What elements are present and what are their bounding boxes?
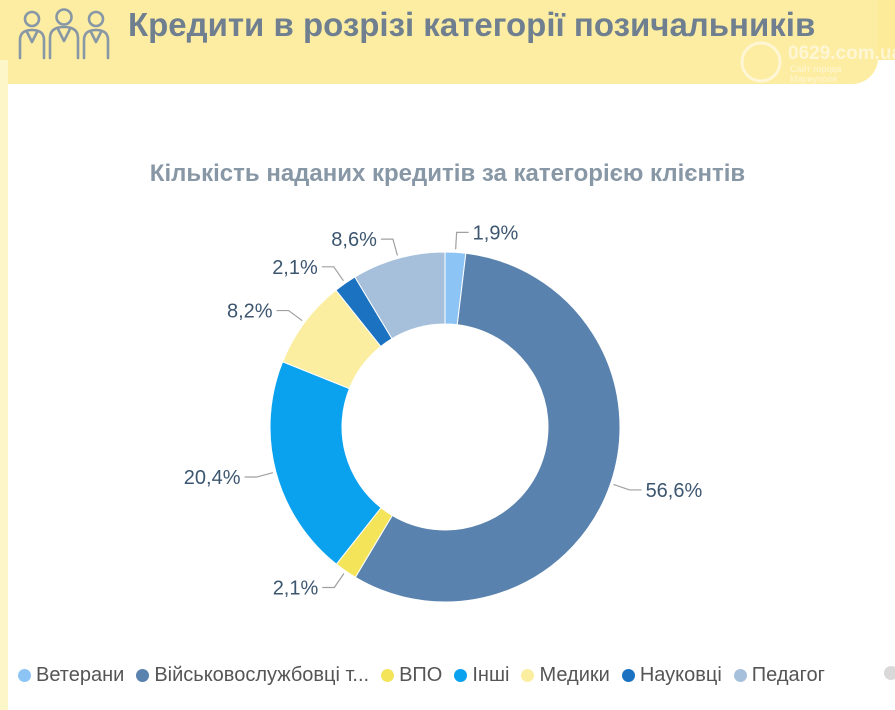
watermark-circle-icon [740, 41, 782, 83]
legend-item-3[interactable]: Інші [454, 664, 509, 687]
data-label-3: 20,4% [184, 467, 241, 489]
legend-marker-icon [381, 669, 395, 682]
legend-item-0[interactable]: Ветерани [18, 664, 124, 687]
watermark-subtext: Сайт города Мариуполя [790, 64, 842, 84]
watermark-text: 0629.com.ua [788, 43, 895, 64]
legend-label: Науковці [639, 664, 722, 686]
legend-marker-icon [621, 669, 635, 682]
legend-marker-icon [136, 669, 150, 682]
legend-marker-icon [18, 669, 31, 682]
legend-marker-icon [733, 669, 747, 682]
leader-line-1 [613, 483, 642, 491]
legend-item-2[interactable]: ВПО [381, 664, 442, 687]
data-label-0: 1,9% [473, 222, 519, 244]
legend-scroll-indicator[interactable] [884, 666, 895, 680]
legend-label: Педагог [751, 664, 825, 686]
legend-item-5[interactable]: Науковці [621, 664, 722, 687]
legend-label: Ветерани [36, 664, 125, 686]
data-label-1: 56,6% [646, 480, 703, 502]
legend-item-4[interactable]: Медики [521, 664, 610, 687]
leader-line-6 [380, 238, 399, 256]
legend-item-6[interactable]: Педагог [733, 664, 825, 687]
leader-line-5 [321, 266, 344, 282]
leader-line-3 [244, 472, 274, 478]
legend-label: Інші [472, 664, 510, 686]
people-group-icon [18, 8, 110, 60]
legend-label: ВПО [399, 664, 443, 686]
slice-6[interactable] [354, 251, 446, 340]
page-title: Кредити в розрізі категорії позичальникі… [128, 6, 816, 43]
legend-marker-icon [521, 669, 535, 682]
leader-line-0 [455, 231, 469, 250]
data-label-5: 2,1% [272, 257, 318, 279]
legend-label: Військовослужбовці т... [154, 664, 370, 686]
watermark-logo: 0629.com.ua Сайт города Мариуполя [738, 40, 895, 84]
data-label-2: 2,1% [273, 578, 319, 600]
header-panel: Кредити в розрізі категорії позичальникі… [0, 0, 895, 84]
left-edge-strip [0, 60, 8, 710]
legend-marker-icon [454, 669, 468, 682]
slice-1[interactable] [354, 252, 621, 603]
leader-line-4 [276, 309, 303, 322]
chart-legend: Ветерани Військовослужбовці т... ВПО Інші Ме… [18, 664, 837, 687]
data-label-6: 8,6% [331, 229, 377, 251]
data-label-4: 8,2% [227, 301, 273, 323]
legend-item-1[interactable]: Військовослужбовці т... [136, 664, 369, 687]
slice-3[interactable] [269, 361, 382, 565]
donut-chart: 1,9% 56,6% 2,1% 20,4% 8,2% 2,1% 8,6% [184, 222, 703, 603]
chart-title: Кількість наданих кредитів за категорією… [149, 160, 746, 187]
legend-label: Медики [539, 664, 610, 686]
leader-line-2 [322, 573, 345, 589]
